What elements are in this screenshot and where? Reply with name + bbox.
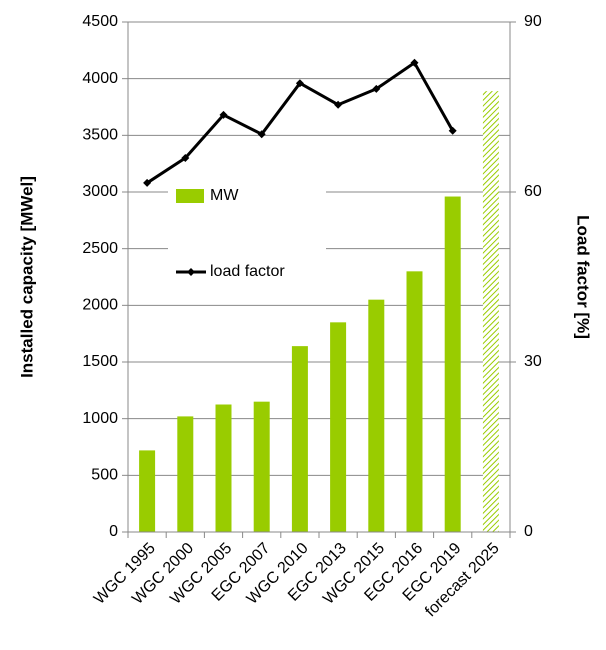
y-tick-label: 1500	[82, 353, 118, 370]
bar	[139, 450, 156, 532]
y2-tick-label: 90	[524, 13, 542, 30]
legend-label: MW	[210, 187, 239, 204]
y-tick-label: 1000	[82, 410, 118, 427]
legend-label: load factor	[210, 263, 285, 280]
y-axis-title: Installed capacity [MWel]	[17, 176, 36, 378]
marker	[372, 84, 381, 93]
legend-swatch	[176, 189, 204, 203]
marker	[257, 130, 266, 139]
bar	[368, 299, 385, 532]
bar	[406, 271, 423, 532]
bar	[215, 404, 232, 532]
y2-tick-label: 0	[524, 523, 533, 540]
marker	[334, 100, 343, 109]
y-tick-label: 4000	[82, 70, 118, 87]
bar	[177, 416, 194, 532]
y2-tick-label: 60	[524, 183, 542, 200]
marker	[181, 154, 190, 162]
bar	[482, 91, 499, 532]
y-tick-label: 500	[91, 467, 118, 484]
y-tick-label: 2000	[82, 297, 118, 314]
bar	[253, 401, 270, 532]
y-tick-label: 4500	[82, 13, 118, 30]
y-tick-label: 0	[109, 523, 118, 540]
y-tick-label: 3000	[82, 183, 118, 200]
y-tick-label: 3500	[82, 127, 118, 144]
marker	[143, 178, 152, 187]
marker	[219, 110, 228, 119]
marker	[295, 79, 304, 88]
legend-marker	[187, 268, 195, 276]
bar	[330, 322, 347, 532]
y2-tick-label: 30	[524, 353, 542, 370]
marker	[448, 126, 457, 135]
y-tick-label: 2500	[82, 240, 118, 257]
bar	[291, 346, 308, 532]
y2-axis-title: Load factor [%]	[574, 215, 593, 339]
marker	[410, 58, 419, 67]
bar	[444, 196, 461, 533]
